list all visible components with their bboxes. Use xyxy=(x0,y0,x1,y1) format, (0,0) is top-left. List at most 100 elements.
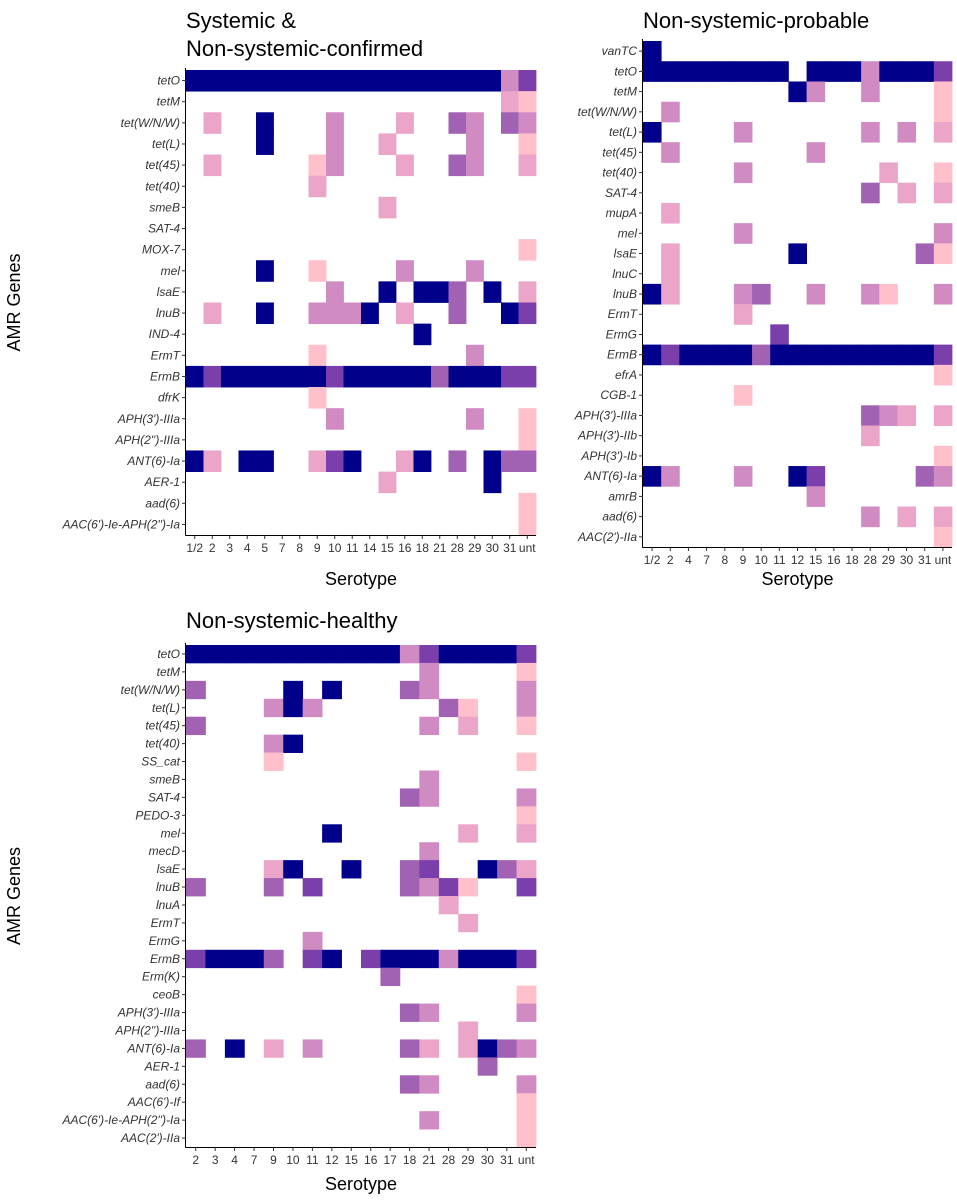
heatmap-cell xyxy=(806,283,826,305)
serotype-label-3: 3 xyxy=(212,1153,219,1167)
heatmap-cell xyxy=(897,344,917,366)
heatmap-cell xyxy=(897,405,917,426)
heatmap-cell xyxy=(326,302,344,325)
heatmap-cell xyxy=(308,260,327,282)
serotype-label-18: 18 xyxy=(845,553,859,567)
gene-label-aph-2-iiia: APH(2'')-IIIa xyxy=(114,1023,180,1037)
heatmap-cell xyxy=(661,283,680,305)
gene-label-sat-4: SAT-4 xyxy=(605,186,637,200)
serotype-label-12: 12 xyxy=(325,1153,339,1167)
heatmap-cell xyxy=(466,365,484,388)
heatmap-cell xyxy=(396,365,414,388)
heatmap-cell xyxy=(458,645,479,664)
gene-label-aac-2-iia: AAC(2')-IIa xyxy=(120,1131,180,1145)
serotype-label-31: 31 xyxy=(500,1153,514,1167)
heatmap-cell xyxy=(516,1003,537,1022)
heatmap-cell xyxy=(399,949,420,969)
gene-label-mel: mel xyxy=(161,826,181,840)
heatmap-cell xyxy=(466,154,484,177)
gene-label-ant-6-ia: ANT(6)-Ia xyxy=(126,454,180,468)
heatmap-cell xyxy=(733,283,753,305)
heatmap-cell xyxy=(879,162,898,184)
heatmap-cell xyxy=(915,243,935,265)
heatmap-cell xyxy=(861,506,880,528)
serotype-label-10: 10 xyxy=(328,541,342,555)
heatmap-cell xyxy=(643,121,662,143)
heatmap-cell xyxy=(679,344,698,366)
heatmap-cell xyxy=(413,450,432,472)
heatmap-cell xyxy=(396,260,414,282)
heatmap-cell xyxy=(788,243,807,265)
gene-label-ermt: ErmT xyxy=(151,916,182,930)
gene-label-aph-3-ib: APH(3')-Ib xyxy=(580,449,637,463)
heatmap-cell xyxy=(477,949,498,969)
serotype-label-8: 8 xyxy=(721,553,728,567)
heatmap-cell xyxy=(205,949,226,969)
serotype-label-1-2: 1/2 xyxy=(186,541,203,555)
serotype-label-14: 14 xyxy=(363,541,377,555)
heatmap-cell xyxy=(273,365,292,388)
heatmap-cell xyxy=(256,450,274,472)
gene-label-aad-6: aad(6) xyxy=(145,496,180,510)
heatmap-cell xyxy=(752,283,771,305)
heatmap-cell xyxy=(915,466,935,487)
heatmap-cell xyxy=(244,949,265,969)
heatmap-cell xyxy=(516,788,537,807)
heatmap-cell xyxy=(221,365,239,388)
heatmap-cell xyxy=(788,466,807,487)
heatmap-cell xyxy=(438,698,459,718)
heatmap-cell xyxy=(824,344,844,366)
gene-label-amrb: amrB xyxy=(608,489,637,503)
heatmap-cell xyxy=(933,405,953,426)
gene-label-aac-6-if: AAC(6')-If xyxy=(127,1095,182,1109)
heatmap-cell xyxy=(897,61,917,82)
serotype-label-7: 7 xyxy=(251,1153,258,1167)
heatmap-cell xyxy=(302,1039,323,1058)
heatmap-cell xyxy=(879,283,898,305)
heatmap-cell xyxy=(497,949,517,969)
heatmap-cell xyxy=(516,716,537,736)
heatmap-cell xyxy=(466,133,484,155)
gene-label-mecd: mecD xyxy=(149,844,181,858)
heatmap-cell xyxy=(466,112,484,134)
heatmap-cell xyxy=(256,365,274,388)
heatmap-cell xyxy=(308,344,327,367)
heatmap-cell xyxy=(477,860,498,879)
heatmap-cell xyxy=(431,365,449,388)
heatmap-cell xyxy=(861,283,880,305)
heatmap-cell xyxy=(326,112,344,134)
gene-label-lsae: lsaE xyxy=(157,862,181,876)
heatmap-cell xyxy=(378,70,397,92)
serotype-label-2: 2 xyxy=(209,541,216,555)
serotype-label-30: 30 xyxy=(481,1153,495,1167)
heatmap-cell xyxy=(933,162,953,184)
heatmap-cell xyxy=(477,1039,498,1058)
heatmap-cell xyxy=(396,302,414,325)
heatmap-cell xyxy=(501,91,519,113)
gene-label-ss-cat: SS_cat xyxy=(141,755,180,769)
serotype-label-15: 15 xyxy=(381,541,395,555)
heatmap-cell xyxy=(413,70,432,92)
heatmap-cell xyxy=(501,302,519,325)
heatmap-cell xyxy=(238,70,257,92)
heatmap-cell xyxy=(733,304,753,325)
heatmap-cell xyxy=(302,698,323,718)
gene-label-ermt: ErmT xyxy=(608,307,639,321)
serotype-label-11: 11 xyxy=(346,541,359,555)
gene-label-tet-w-n-w: tet(W/N/W) xyxy=(121,683,180,697)
heatmap-cell xyxy=(302,645,323,664)
heatmap-cell xyxy=(431,70,449,92)
serotype-label-10: 10 xyxy=(754,553,768,567)
gene-label-lnub: lnuB xyxy=(613,287,637,301)
heatmap-cell xyxy=(186,365,204,388)
heatmap-cell xyxy=(458,716,479,736)
heatmap-cell xyxy=(679,61,698,82)
heatmap-cell xyxy=(343,450,362,472)
heatmap-cell xyxy=(518,281,537,303)
heatmap-cell xyxy=(501,70,519,92)
heatmap-cell xyxy=(322,645,342,664)
heatmap-cell xyxy=(516,806,537,825)
heatmap-cell xyxy=(518,112,537,134)
gene-label-tet-40: tet(40) xyxy=(145,179,180,193)
heatmap-cell xyxy=(283,680,304,700)
